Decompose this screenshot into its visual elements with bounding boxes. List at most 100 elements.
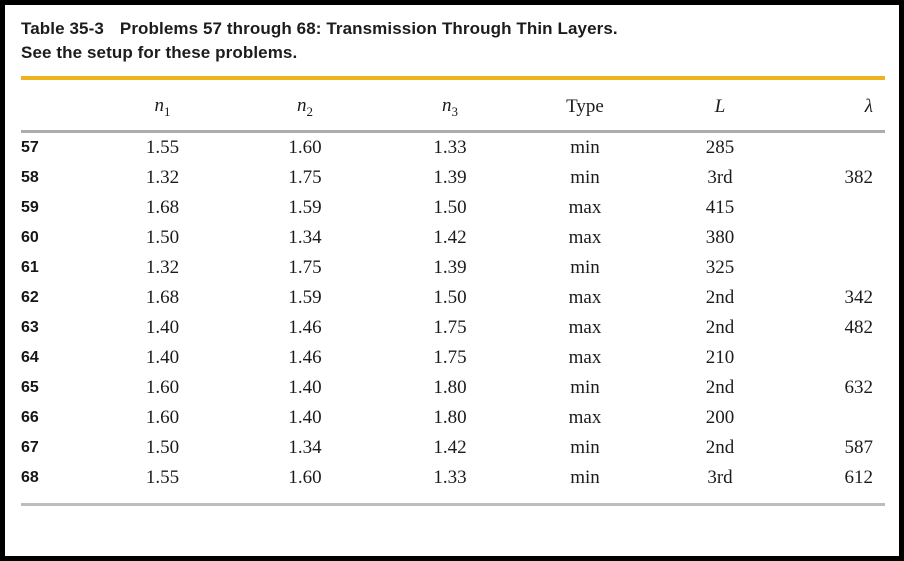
cell-n3: 1.80 <box>433 406 467 428</box>
cell-problem: 67 <box>21 438 39 456</box>
table-row: 67 1.50 1.34 1.42 min 2nd 587 <box>21 433 885 463</box>
cell-problem: 59 <box>21 198 39 216</box>
cell-lambda: 482 <box>844 316 874 338</box>
cell-problem: 60 <box>21 228 39 246</box>
cell-n2: 1.40 <box>288 376 322 398</box>
cell-L: 325 <box>705 256 735 278</box>
cell-L: 2nd <box>705 436 735 458</box>
cell-n3: 1.50 <box>433 286 467 308</box>
cell-n3: 1.80 <box>433 376 467 398</box>
cell-n3: 1.33 <box>433 136 467 158</box>
cell-n2: 1.75 <box>288 166 322 188</box>
cell-lambda: 382 <box>844 166 874 188</box>
cell-n1: 1.68 <box>145 286 180 308</box>
col-header-n3: n3 <box>360 80 540 133</box>
cell-lambda <box>810 253 885 283</box>
cell-lambda <box>810 223 885 253</box>
cell-n1: 1.50 <box>145 436 180 458</box>
table-row: 64 1.40 1.46 1.75 max 210 <box>21 343 885 373</box>
cell-type: max <box>568 406 602 428</box>
cell-problem: 68 <box>21 468 39 486</box>
cell-type: max <box>568 286 602 308</box>
table-body: 57 1.55 1.60 1.33 min 285 58 1.32 1.75 1.39 min 3rd… <box>21 131 885 493</box>
cell-n2: 1.34 <box>288 226 322 248</box>
cell-type: min <box>570 136 600 158</box>
cell-L: 2nd <box>705 316 735 338</box>
cell-lambda <box>810 403 885 433</box>
cell-n2: 1.59 <box>288 286 322 308</box>
cell-n1: 1.60 <box>145 406 180 428</box>
cell-lambda: 632 <box>844 376 874 398</box>
cell-L: 200 <box>705 406 735 428</box>
table-row: 60 1.50 1.34 1.42 max 380 <box>21 223 885 253</box>
table-subtitle: See the setup for these problems. <box>21 43 298 62</box>
cell-problem: 62 <box>21 288 39 306</box>
cell-problem: 65 <box>21 378 39 396</box>
table-row: 68 1.55 1.60 1.33 min 3rd 612 <box>21 463 885 493</box>
cell-type: min <box>570 256 600 278</box>
cell-n1: 1.32 <box>145 166 180 188</box>
table-row: 61 1.32 1.75 1.39 min 325 <box>21 253 885 283</box>
cell-L: 210 <box>705 346 735 368</box>
table-row: 62 1.68 1.59 1.50 max 2nd 342 <box>21 283 885 313</box>
cell-n3: 1.42 <box>433 436 467 458</box>
cell-n3: 1.33 <box>433 466 467 488</box>
cell-L: 2nd <box>705 376 735 398</box>
cell-type: min <box>570 376 600 398</box>
table-number: Table 35-3 <box>21 19 104 38</box>
cell-type: min <box>570 466 600 488</box>
cell-n1: 1.55 <box>145 136 180 158</box>
cell-lambda: 587 <box>844 436 874 458</box>
cell-problem: 61 <box>21 258 39 276</box>
cell-n1: 1.40 <box>145 316 180 338</box>
bottom-rule <box>21 502 885 506</box>
cell-problem: 57 <box>21 138 39 156</box>
cell-n2: 1.34 <box>288 436 322 458</box>
cell-n3: 1.75 <box>433 316 467 338</box>
cell-n1: 1.40 <box>145 346 180 368</box>
cell-type: max <box>568 196 602 218</box>
cell-n2: 1.46 <box>288 316 322 338</box>
cell-n3: 1.75 <box>433 346 467 368</box>
cell-lambda <box>810 131 885 163</box>
cell-n3: 1.39 <box>433 166 467 188</box>
col-header-type: Type <box>540 80 630 133</box>
col-header-n1: n1 <box>75 80 250 133</box>
table-row: 57 1.55 1.60 1.33 min 285 <box>21 131 885 163</box>
cell-lambda: 342 <box>844 286 874 308</box>
cell-n1: 1.55 <box>145 466 180 488</box>
cell-L: 380 <box>705 226 735 248</box>
cell-type: min <box>570 436 600 458</box>
cell-type: max <box>568 316 602 338</box>
cell-L: 3rd <box>707 166 733 188</box>
cell-n3: 1.42 <box>433 226 467 248</box>
cell-n1: 1.32 <box>145 256 180 278</box>
cell-n1: 1.50 <box>145 226 180 248</box>
table-row: 66 1.60 1.40 1.80 max 200 <box>21 403 885 433</box>
cell-n3: 1.39 <box>433 256 467 278</box>
cell-lambda <box>810 193 885 223</box>
cell-n1: 1.68 <box>145 196 180 218</box>
col-header-L: L <box>630 80 810 133</box>
cell-problem: 66 <box>21 408 39 426</box>
table-title-text: Problems 57 through 68: Transmission Thr… <box>119 19 618 38</box>
table-title-line: Table 35-3 Problems 57 through 68: Transm… <box>21 17 885 41</box>
cell-lambda: 612 <box>844 466 874 488</box>
table-title-block: Table 35-3 Problems 57 through 68: Transm… <box>21 17 885 65</box>
cell-n2: 1.46 <box>288 346 322 368</box>
cell-problem: 64 <box>21 348 39 366</box>
cell-L: 2nd <box>705 286 735 308</box>
cell-L: 285 <box>705 136 735 158</box>
col-header-problem <box>21 80 75 133</box>
col-header-lambda: λ <box>810 80 885 133</box>
cell-n2: 1.60 <box>288 136 322 158</box>
table-row: 63 1.40 1.46 1.75 max 2nd 482 <box>21 313 885 343</box>
cell-problem: 63 <box>21 318 39 336</box>
col-header-n2: n2 <box>250 80 360 133</box>
cell-n2: 1.60 <box>288 466 322 488</box>
cell-n3: 1.50 <box>433 196 467 218</box>
cell-L: 3rd <box>707 466 733 488</box>
